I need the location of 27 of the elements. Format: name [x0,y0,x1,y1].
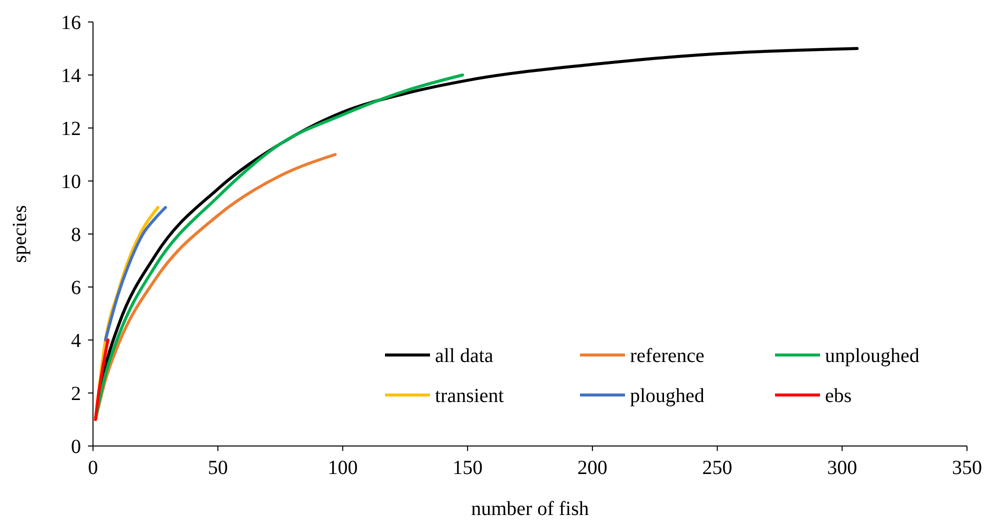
x-axis-title: number of fish [471,498,589,520]
y-tick-label: 14 [61,65,81,87]
y-tick-label: 16 [61,12,81,34]
x-tick-label: 250 [702,457,732,479]
line-series [94,338,110,421]
line-series [104,206,167,342]
y-axis-title: species [9,204,31,263]
y-tick-label: 6 [71,277,81,299]
legend-label: reference [630,345,704,367]
x-tick-label: 50 [208,457,228,479]
x-tick-label: 350 [952,457,982,479]
y-tick-label: 0 [71,436,81,458]
legend-label: unploughed [825,345,920,367]
y-tick-label: 2 [71,383,81,405]
x-tick-label: 100 [328,457,358,479]
legend-label: all data [435,345,494,367]
legend-label: transient [435,385,504,407]
x-tick-label: 150 [452,457,483,479]
x-tick-label: 300 [827,457,858,479]
y-tick-label: 4 [71,330,81,352]
x-tick-label: 200 [577,457,608,479]
legend-label: ploughed [630,385,704,407]
legend-label: ebs [825,385,852,407]
y-tick-label: 10 [61,171,81,193]
y-tick-label: 8 [71,224,81,246]
x-tick-label: 0 [88,457,98,479]
y-tick-label: 12 [61,118,81,140]
